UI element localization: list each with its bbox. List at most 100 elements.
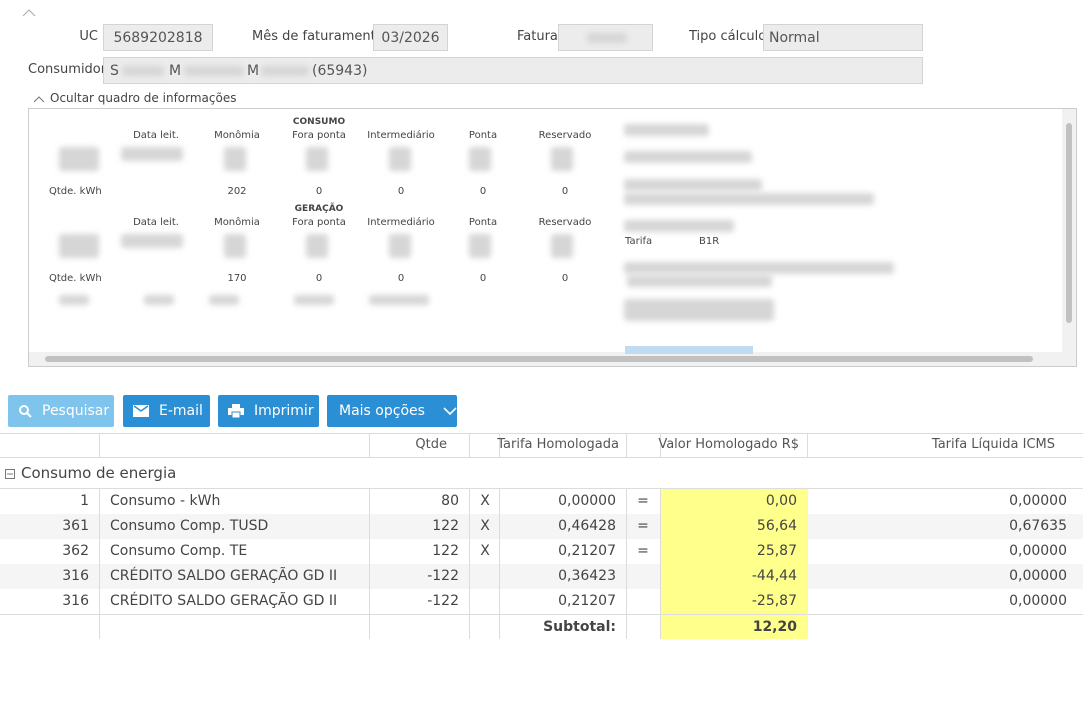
imprimir-button[interactable]: Imprimir: [218, 395, 319, 427]
tipo-field[interactable]: Normal: [763, 24, 923, 51]
cell-icms: 0,00000: [1009, 493, 1067, 509]
column-header: Monômia: [214, 130, 260, 141]
fatura-field[interactable]: [558, 24, 653, 51]
cell-icms: 0,00000: [1009, 543, 1067, 559]
cell-op1: X: [480, 543, 490, 559]
column-header: Fora ponta: [292, 217, 346, 228]
blurred: [306, 234, 328, 258]
collapse-icon[interactable]: [22, 9, 36, 17]
cell-tarifa: 0,00000: [558, 493, 616, 509]
subtotal-label: Subtotal:: [543, 619, 616, 635]
button-label: Pesquisar: [42, 403, 110, 419]
group-header[interactable]: Consumo de energia: [5, 464, 176, 482]
email-button[interactable]: E-mail: [123, 395, 210, 427]
cell-tarifa: 0,36423: [558, 568, 616, 584]
col-divider: [807, 433, 808, 457]
uc-field[interactable]: 5689202818: [103, 24, 213, 51]
column-header: Reservado: [538, 130, 592, 141]
grid: Qtde Tarifa Homologada Valor Homologado R$…: [0, 433, 1083, 639]
blurred: [121, 147, 183, 161]
col-divider: [369, 433, 370, 457]
column-header: Tarifa Homologada: [497, 437, 619, 452]
col-divider: [99, 489, 100, 639]
info-toggle[interactable]: Ocultar quadro de informações: [50, 91, 237, 105]
toggle-icon[interactable]: [33, 95, 45, 103]
cell-qtde: 122: [432, 543, 459, 559]
blurred: [551, 234, 573, 258]
cell-valor: 56,64: [756, 518, 797, 534]
col-divider: [499, 489, 500, 639]
pesquisar-button[interactable]: Pesquisar: [8, 395, 114, 427]
consumidor-label: Consumidor: [28, 62, 107, 77]
cell-valor: -44,44: [751, 568, 797, 584]
column-header: Valor Homologado R$: [658, 437, 799, 452]
blurred: [224, 147, 246, 171]
blurred: [469, 234, 491, 258]
consumidor-part: M: [169, 62, 182, 79]
col-divider: [807, 489, 808, 639]
row-value: 0: [561, 273, 569, 284]
col-divider: [499, 433, 500, 457]
uc-label: UC: [79, 29, 98, 44]
row-band: [0, 514, 1083, 539]
col-divider: [469, 433, 470, 457]
row-value: 0: [397, 186, 405, 197]
cell-description: Consumo Comp. TUSD: [110, 518, 269, 534]
mais-opcoes-button[interactable]: Mais opções: [327, 395, 457, 427]
blurred: [59, 147, 99, 171]
column-header: Ponta: [468, 217, 498, 228]
button-label: E-mail: [159, 403, 203, 419]
cell-qtde: 122: [432, 518, 459, 534]
column-header: Data leit.: [133, 130, 179, 141]
col-divider: [660, 433, 661, 457]
cell-op2: =: [637, 518, 649, 534]
col-divider: [626, 433, 627, 457]
column-header: Monômia: [214, 217, 260, 228]
tarifa-label: Tarifa: [625, 236, 653, 247]
blurred: [121, 234, 183, 248]
column-header: Qtde: [415, 437, 447, 452]
valor-highlight: [661, 489, 808, 639]
v-scrollbar[interactable]: [1062, 109, 1076, 352]
row-band: [0, 564, 1083, 589]
cell-op2: =: [637, 493, 649, 509]
col-divider: [369, 489, 370, 639]
cell-tarifa: 0,21207: [558, 543, 616, 559]
blurred: [389, 234, 411, 258]
blurred: [469, 147, 491, 171]
consumidor-field[interactable]: S M M (65943): [103, 57, 923, 84]
row-value: 0: [315, 186, 323, 197]
button-label: Mais opções: [339, 403, 425, 419]
column-header: Intermediário: [367, 217, 435, 228]
mes-field[interactable]: 03/2026: [373, 24, 448, 51]
col-divider: [626, 489, 627, 639]
row-label: Qtde. kWh: [49, 186, 102, 197]
cell-code: 1: [80, 493, 89, 509]
h-scrollbar[interactable]: [29, 352, 1076, 366]
row-value: 170: [227, 273, 247, 284]
cell-code: 361: [62, 518, 89, 534]
group-line: [0, 488, 1083, 489]
cell-qtde: -122: [427, 568, 459, 584]
row-value: 202: [227, 186, 247, 197]
column-header: Ponta: [468, 130, 498, 141]
consumidor-part: (65943): [312, 62, 368, 79]
cell-tarifa: 0,46428: [558, 518, 616, 534]
blurred: [59, 295, 89, 305]
cell-description: CRÉDITO SALDO GERAÇÃO GD II: [110, 568, 338, 584]
column-header: Intermediário: [367, 130, 435, 141]
consumidor-part: M: [247, 62, 260, 79]
subtotal-value: 12,20: [752, 619, 797, 635]
header-line: [0, 433, 1083, 434]
cell-qtde: -122: [427, 593, 459, 609]
blurred: [389, 147, 411, 171]
row-value: 0: [479, 186, 487, 197]
cell-qtde: 80: [441, 493, 459, 509]
cell-valor: -25,87: [751, 593, 797, 609]
header-line: [0, 457, 1083, 458]
cell-code: 316: [62, 568, 89, 584]
column-header: Fora ponta: [292, 130, 346, 141]
blurred: [144, 295, 174, 305]
cell-icms: 0,00000: [1009, 593, 1067, 609]
